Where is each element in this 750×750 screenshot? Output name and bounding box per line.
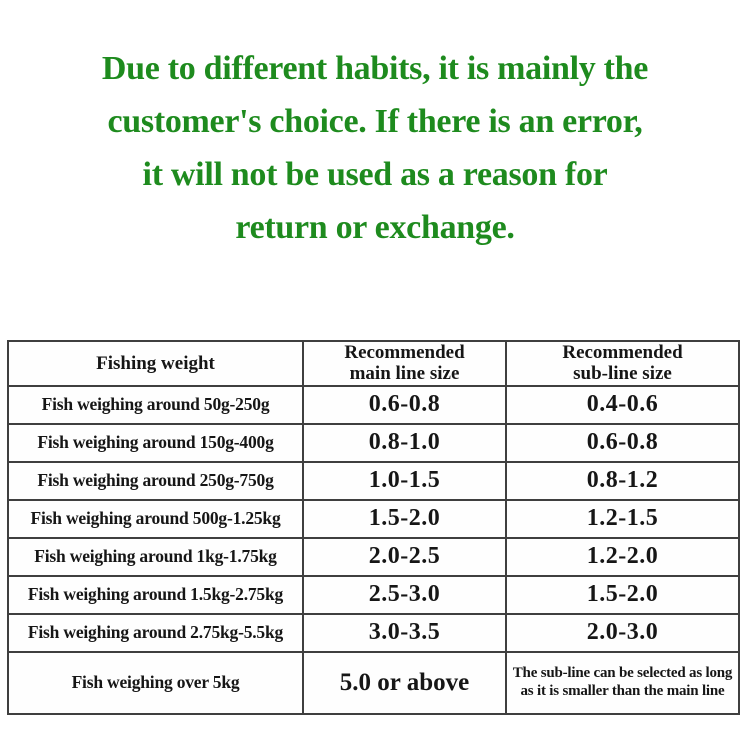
table-row: Fish weighing around 50g-250g 0.6-0.8 0.… [7,384,740,425]
table-row: Fish weighing around 500g-1.25kg 1.5-2.0… [7,498,740,539]
sub-line-size-value: 0.4-0.6 [505,384,740,425]
sub-line-size-value: 1.2-1.5 [505,498,740,539]
fishing-weight-value: Fish weighing over 5kg [7,650,304,715]
col-header-fishing-weight: Fishing weight [7,340,304,387]
table-row: Fish weighing around 150g-400g 0.8-1.0 0… [7,422,740,463]
sub-line-size-note: The sub-line can be selected as long as … [505,650,740,715]
table-row: Fish weighing around 2.75kg-5.5kg 3.0-3.… [7,612,740,653]
main-line-size-value: 3.0-3.5 [302,612,507,653]
main-line-size-value: 1.0-1.5 [302,460,507,501]
col-header-sub-line-size-line1: Recommended [562,342,683,363]
fishing-weight-value: Fish weighing around 1.5kg-2.75kg [7,574,304,615]
main-line-size-value: 1.5-2.0 [302,498,507,539]
main-line-size-value: 2.0-2.5 [302,536,507,577]
notice-line-2: customer's choice. If there is an error, [107,103,643,140]
col-header-main-line-size-line2: main line size [349,363,460,385]
col-header-sub-line-size: Recommended sub-line size [505,340,740,387]
notice-line-4: return or exchange. [235,209,515,246]
fishing-weight-value: Fish weighing around 500g-1.25kg [7,498,304,539]
fishing-weight-value: Fish weighing around 50g-250g [7,384,304,425]
col-header-main-line-size-line1: Recommended [344,342,465,363]
table-row: Fish weighing around 250g-750g 1.0-1.5 0… [7,460,740,501]
notice-block: Due to different habits, it is mainly th… [0,42,750,254]
sub-line-size-value: 2.0-3.0 [505,612,740,653]
table-header-row: Fishing weight Recommended main line siz… [7,340,740,387]
sub-line-size-value: 1.2-2.0 [505,536,740,577]
main-line-size-value: 5.0 or above [302,650,507,715]
sub-line-size-value: 0.8-1.2 [505,460,740,501]
notice-line-3: it will not be used as a reason for [142,156,608,193]
line-size-table: Fishing weight Recommended main line siz… [7,340,740,715]
table-row: Fish weighing around 1.5kg-2.75kg 2.5-3.… [7,574,740,615]
fishing-weight-value: Fish weighing around 150g-400g [7,422,304,463]
table-row: Fish weighing over 5kg 5.0 or above The … [7,650,740,715]
main-line-size-value: 0.8-1.0 [302,422,507,463]
main-line-size-value: 2.5-3.0 [302,574,507,615]
sub-line-size-value: 0.6-0.8 [505,422,740,463]
fishing-weight-value: Fish weighing around 2.75kg-5.5kg [7,612,304,653]
main-line-size-value: 0.6-0.8 [302,384,507,425]
col-header-sub-line-size-line2: sub-line size [573,363,672,385]
fishing-weight-value: Fish weighing around 1kg-1.75kg [7,536,304,577]
fishing-weight-value: Fish weighing around 250g-750g [7,460,304,501]
table-row: Fish weighing around 1kg-1.75kg 2.0-2.5 … [7,536,740,577]
col-header-main-line-size: Recommended main line size [302,340,507,387]
sub-line-size-value: 1.5-2.0 [505,574,740,615]
notice-line-1: Due to different habits, it is mainly th… [101,50,649,87]
